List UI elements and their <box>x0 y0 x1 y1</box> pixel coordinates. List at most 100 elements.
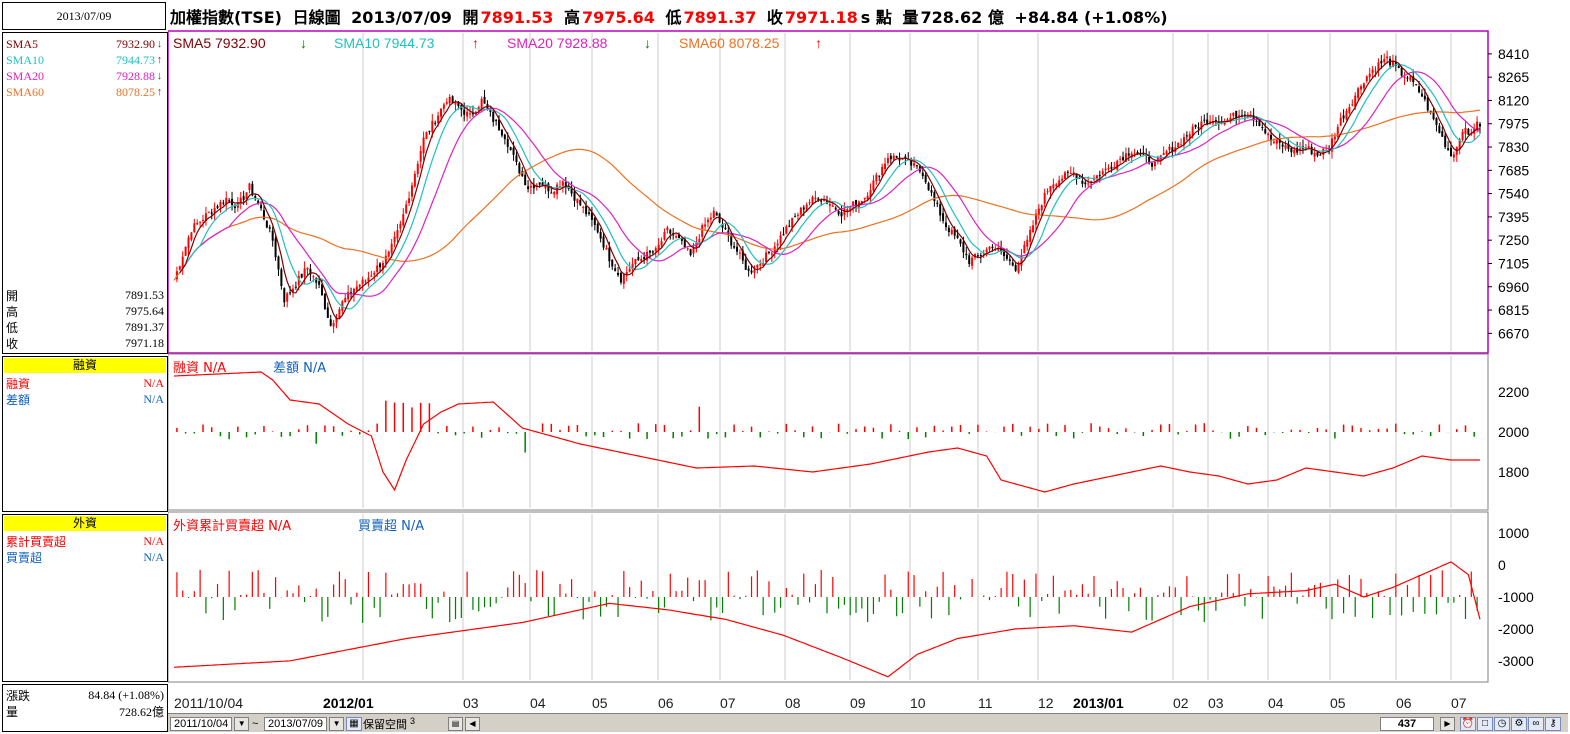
candle-body <box>840 212 843 217</box>
candle-body <box>619 272 622 283</box>
horizontal-scrollbar[interactable] <box>493 716 1378 730</box>
candle-body <box>495 119 498 122</box>
candle-body <box>376 265 379 273</box>
candle-body <box>529 186 532 188</box>
zoom-controls[interactable]: ▤ ◀ <box>446 716 480 731</box>
candle-body <box>1098 175 1101 177</box>
candle-body <box>181 256 184 269</box>
candle-body <box>1345 110 1348 120</box>
foreign-panel-frame <box>168 511 1489 683</box>
candle-body <box>692 246 695 254</box>
price-tick-label: 7975 <box>1498 116 1529 132</box>
candle-body <box>1008 259 1011 261</box>
candle-body <box>953 228 956 236</box>
candle-body <box>228 200 231 202</box>
candle-body <box>799 207 802 215</box>
candle-body <box>962 241 965 253</box>
candle-body <box>431 120 434 133</box>
candle-body <box>1362 83 1365 89</box>
x-axis-label: 2012/01 <box>323 695 374 711</box>
sma60-line <box>173 109 1481 281</box>
candle-body <box>1191 126 1194 136</box>
candle-body <box>1037 208 1040 216</box>
scroll-right-icon[interactable]: ▶ <box>1440 716 1455 731</box>
candle-body <box>765 252 768 262</box>
price-tick-label: 8265 <box>1498 69 1529 85</box>
candle-body <box>286 293 289 302</box>
foreign-cum-row: 累計買賣超 N/A <box>6 533 164 549</box>
high-label: 高 <box>563 8 580 27</box>
candle-body <box>532 184 535 189</box>
candle-body <box>1026 239 1029 247</box>
ohlc-label: 收 <box>6 336 19 351</box>
key-icon[interactable]: ⚷ <box>1545 716 1561 731</box>
close-label: 收 <box>766 8 783 27</box>
price-legend: SMA5 7932.90 ↓ SMA10 7944.73 ↑ SMA20 792… <box>173 35 822 51</box>
foreign-tick-label: -3000 <box>1498 653 1534 669</box>
end-date-field[interactable]: 2013/07/09 <box>264 716 328 731</box>
candle-body <box>1261 127 1264 129</box>
candle-body <box>199 221 202 223</box>
dropdown-arrow-icon[interactable]: ▼ <box>234 716 250 731</box>
candle-body <box>756 264 759 268</box>
sma60-value: 8078.25 <box>116 84 155 99</box>
ohlc-value: 7891.53 <box>125 287 164 302</box>
tool-icons[interactable]: ⏰ □ ◷ ⚙ ∞ ⚷ <box>1460 716 1562 731</box>
square-icon[interactable]: □ <box>1477 716 1493 731</box>
candle-body <box>1003 249 1006 257</box>
settings-icon[interactable]: ⚙ <box>1511 716 1527 731</box>
candle-body <box>1197 127 1200 129</box>
foreign-net-row: 買賣超 N/A <box>6 549 164 565</box>
candle-body <box>381 262 384 270</box>
candle-body <box>985 249 988 253</box>
candle-body <box>741 250 744 261</box>
dropdown-arrow-icon[interactable]: ▼ <box>329 716 345 731</box>
candle-body <box>248 183 251 191</box>
candle-body <box>828 204 831 206</box>
candle-body <box>1255 120 1258 122</box>
candle-body <box>730 234 733 246</box>
reserve-space-icon[interactable]: ▦ <box>346 716 362 731</box>
arrow-down-icon: ↓ <box>644 35 651 51</box>
candle-body <box>262 210 265 220</box>
candle-body <box>489 110 492 112</box>
close-row: 收 7971.18 <box>6 335 164 351</box>
candle-body <box>1330 138 1333 152</box>
sma10-value: 7944.73 <box>116 52 155 67</box>
stock-chart-area[interactable]: 8410 8265 8120 7975 7830 7685 7540 7395 7250 7105… <box>168 30 1568 715</box>
candle-body <box>323 294 326 309</box>
start-date-picker[interactable]: 2011/10/04 ▼ <box>170 716 250 731</box>
candle-body <box>1069 173 1072 175</box>
candle-body <box>1322 148 1325 156</box>
candle-body <box>1226 119 1229 122</box>
chart-canvas[interactable]: 8410 8265 8120 7975 7830 7685 7540 7395 7250 7105… <box>168 30 1568 713</box>
sma20-row: SMA20 7928.88 ↓ <box>6 68 164 84</box>
volume-value: 728.62億 <box>118 704 164 719</box>
date-display: 2013/07/09 <box>2 2 166 30</box>
candle-body <box>750 270 753 273</box>
link-icon[interactable]: ∞ <box>1528 716 1544 731</box>
start-date-field[interactable]: 2011/10/04 <box>170 716 233 731</box>
foreign-line <box>173 561 1481 678</box>
scroll-right-button[interactable]: ▶ <box>1438 716 1455 731</box>
legend-margin: 融資 N/A <box>173 361 226 376</box>
candle-body <box>390 243 393 253</box>
reserve-space-control[interactable]: ▦ 保留空間 3 <box>346 716 415 731</box>
candle-body <box>1386 56 1389 59</box>
sma5-value: 7932.90 <box>116 36 155 51</box>
zoom-in-icon[interactable]: ▤ <box>448 716 463 731</box>
candle-body <box>538 182 541 185</box>
margin-value: N/A <box>143 375 164 390</box>
margin-tick-label: 2000 <box>1498 424 1529 440</box>
scroll-left-icon[interactable]: ◀ <box>465 716 480 731</box>
clock-icon[interactable]: ◷ <box>1494 716 1510 731</box>
end-date-picker[interactable]: 2013/07/09 ▼ <box>264 716 345 731</box>
candle-body <box>767 251 770 253</box>
candle-body <box>947 227 950 233</box>
x-axis-label: 05 <box>1330 695 1346 711</box>
candle-body <box>300 273 303 278</box>
candle-body <box>289 292 292 294</box>
candle-body <box>936 202 939 204</box>
alarm-icon[interactable]: ⏰ <box>1460 716 1476 731</box>
candle-body <box>492 111 495 122</box>
